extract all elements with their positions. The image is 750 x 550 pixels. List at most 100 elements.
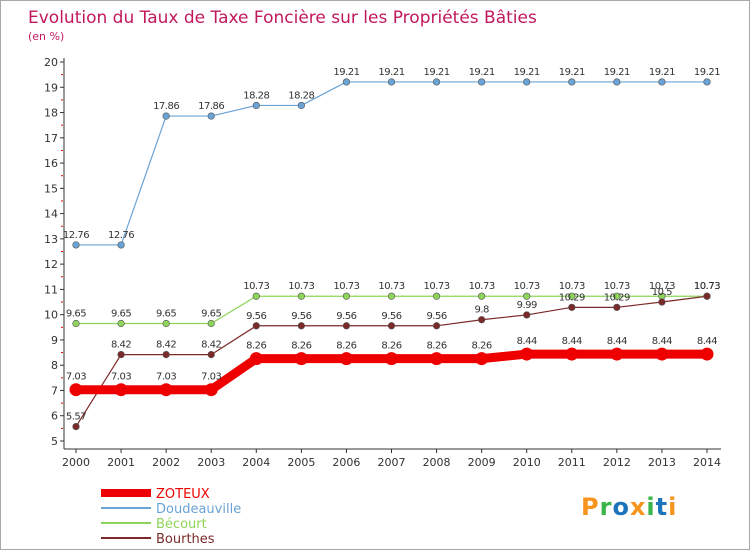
data-point	[159, 383, 173, 397]
data-label: 10.73	[333, 281, 359, 292]
data-label: 19.21	[424, 67, 450, 78]
legend-label: Doudeauville	[156, 502, 241, 517]
x-tick-label: 2010	[513, 456, 541, 469]
data-label: 7.03	[66, 372, 86, 383]
data-point	[339, 352, 353, 366]
x-tick-label: 2004	[242, 456, 270, 469]
data-point	[117, 350, 125, 359]
y-tick-label: 10	[44, 309, 58, 322]
data-label: 8.44	[607, 336, 627, 347]
data-point	[117, 319, 125, 328]
data-label: 10.73	[378, 281, 404, 292]
data-label: 19.21	[559, 67, 585, 78]
y-tick-label: 11	[44, 283, 58, 296]
legend-label: Bourthes	[156, 532, 215, 547]
axes: 5 6 7 8 9 10 11 12 13 14 15 16 17 18 19 20 2000 2001 2002 2…	[44, 56, 721, 469]
data-label: 12.76	[108, 230, 134, 241]
data-point	[342, 322, 351, 330]
data-label: 8.44	[562, 336, 582, 347]
x-tick-label: 2001	[107, 456, 135, 469]
x-tick-label: 2005	[287, 456, 315, 469]
data-label: 8.44	[517, 336, 537, 347]
data-point	[432, 322, 441, 330]
data-label: 8.42	[156, 340, 176, 351]
data-label: 8.26	[472, 341, 492, 352]
data-point	[523, 292, 531, 300]
data-label: 9.8	[474, 305, 489, 316]
x-tick-label: 2002	[152, 456, 180, 469]
y-tick-label: 9	[51, 334, 58, 347]
data-label: 8.26	[336, 341, 356, 352]
y-tick-label: 5	[51, 435, 58, 448]
data-point	[252, 292, 260, 300]
data-point	[523, 78, 531, 86]
data-label: 10.73	[424, 281, 450, 292]
chart-subtitle: (en %)	[28, 30, 64, 43]
data-point	[342, 292, 351, 300]
data-label: 10.73	[694, 281, 720, 292]
data-point	[520, 347, 534, 361]
proxiti-logo: Proxiti	[581, 493, 677, 521]
data-point	[72, 319, 80, 328]
data-point	[703, 78, 711, 86]
logo-letter: o	[612, 493, 630, 521]
legend-label: ZOTEUX	[156, 487, 210, 502]
data-point	[162, 112, 170, 120]
y-tick-label: 14	[44, 208, 58, 221]
data-point	[207, 350, 215, 359]
data-label: 8.26	[381, 341, 401, 352]
data-point	[249, 352, 263, 366]
data-label: 18.28	[288, 90, 314, 101]
y-tick-label: 19	[44, 81, 58, 94]
series-layer	[69, 78, 714, 431]
logo-letter: P	[581, 493, 600, 521]
logo-letter: t	[655, 493, 669, 521]
data-label: 10.29	[604, 292, 630, 303]
data-point	[703, 292, 711, 300]
data-labels-layer: 7.03 7.03 7.03 7.03 8.26 8.26 8.26 8.26 8.26 8.26…	[63, 67, 721, 423]
data-label: 10.73	[514, 281, 540, 292]
data-label: 19.21	[649, 67, 675, 78]
data-label: 7.03	[111, 372, 131, 383]
data-label: 17.86	[198, 101, 224, 112]
data-point	[207, 319, 215, 328]
data-point	[294, 352, 308, 366]
data-label: 8.44	[652, 336, 672, 347]
y-tick-label: 6	[51, 410, 58, 423]
data-label: 8.42	[111, 340, 131, 351]
data-label: 9.65	[156, 309, 176, 320]
x-tick-label: 2011	[558, 456, 586, 469]
data-label: 10.73	[604, 281, 630, 292]
data-label: 9.56	[381, 311, 401, 322]
data-point	[387, 292, 396, 300]
x-tick-label: 2003	[197, 456, 225, 469]
x-tick-label: 2006	[332, 456, 360, 469]
x-tick-label: 2013	[648, 456, 676, 469]
legend-label: Bécourt	[156, 517, 207, 532]
data-point	[523, 311, 531, 319]
data-point	[613, 292, 621, 300]
x-tick-label: 2007	[378, 456, 406, 469]
data-point	[162, 319, 170, 328]
data-point	[387, 78, 396, 86]
x-tick-label: 2014	[693, 456, 721, 469]
data-point	[613, 78, 621, 86]
data-point	[430, 352, 444, 366]
data-label: 8.44	[697, 336, 717, 347]
data-label: 9.56	[291, 311, 311, 322]
data-point	[72, 241, 80, 249]
data-point	[613, 303, 621, 311]
data-label: 17.86	[153, 101, 179, 112]
data-point	[478, 292, 486, 300]
data-point	[114, 383, 128, 397]
data-label: 8.42	[201, 340, 221, 351]
logo-letter: i	[646, 493, 656, 521]
data-point	[568, 78, 576, 86]
data-point	[207, 112, 215, 120]
x-tick-label: 2008	[423, 456, 451, 469]
y-tick-label: 8	[51, 359, 58, 372]
data-point	[568, 292, 576, 300]
data-point	[568, 303, 576, 311]
